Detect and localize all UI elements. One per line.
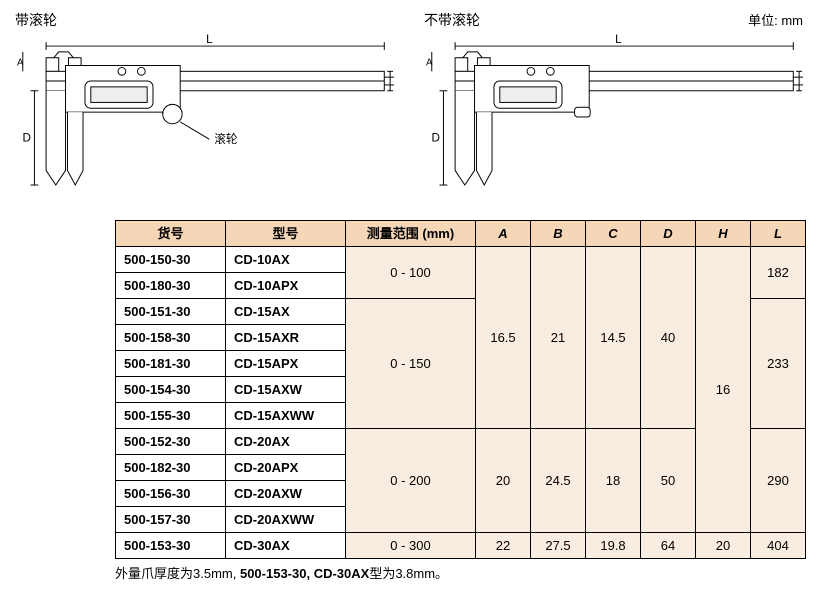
cell-B: 21 [531,247,586,429]
cell-B: 24.5 [531,429,586,533]
cell-num: 500-156-30 [116,481,226,507]
footnote: 外量爪厚度为3.5mm, 500-153-30, CD-30AX型为3.8mm。 [115,563,803,582]
cell-A: 22 [476,533,531,559]
footnote-prefix: 外量爪厚度为3.5mm, [115,566,240,581]
svg-text:D: D [431,131,439,144]
cell-B: 27.5 [531,533,586,559]
cell-num: 500-153-30 [116,533,226,559]
cell-model: CD-30AX [226,533,346,559]
th-C: C [586,221,641,247]
th-num: 货号 [116,221,226,247]
cell-num: 500-158-30 [116,325,226,351]
diagram-without-thumb: 不带滚轮 L [424,10,803,205]
th-L: L [751,221,806,247]
footnote-bold: 500-153-30, CD-30AX [240,566,369,581]
cell-H: 16 [696,247,751,533]
cell-L: 233 [751,299,806,429]
cell-model: CD-10APX [226,273,346,299]
cell-A: 20 [476,429,531,533]
cell-range: 0 - 200 [346,429,476,533]
diagram-title-without: 不带滚轮 [424,10,803,30]
cell-L: 290 [751,429,806,533]
cell-range: 0 - 300 [346,533,476,559]
th-B: B [531,221,586,247]
cell-model: CD-20APX [226,455,346,481]
caliper-with-thumb-svg: L 滚轮 [15,32,394,202]
cell-range: 0 - 100 [346,247,476,299]
th-H: H [696,221,751,247]
diagrams-row: 单位: mm 带滚轮 L [15,10,803,205]
dim-D: D [22,131,30,144]
svg-text:L: L [615,33,622,46]
cell-num: 500-151-30 [116,299,226,325]
cell-model: CD-15AXWW [226,403,346,429]
spec-table-wrap: 货号 型号 测量范围 (mm) A B C D H L 500-150-30 C… [115,220,783,559]
cell-model: CD-15AX [226,299,346,325]
cell-L: 182 [751,247,806,299]
svg-text:A: A [426,57,433,68]
spec-table: 货号 型号 测量范围 (mm) A B C D H L 500-150-30 C… [115,220,806,559]
dim-L: L [206,33,213,46]
cell-num: 500-154-30 [116,377,226,403]
diagram-with-thumb: 带滚轮 L [15,10,394,205]
cell-range: 0 - 150 [346,299,476,429]
cell-model: CD-15AXW [226,377,346,403]
cell-A: 16.5 [476,247,531,429]
cell-model: CD-15AXR [226,325,346,351]
cell-num: 500-155-30 [116,403,226,429]
cell-C: 14.5 [586,247,641,429]
table-row: 500-153-30 CD-30AX 0 - 300 22 27.5 19.8 … [116,533,806,559]
cell-C: 18 [586,429,641,533]
caliper-without-thumb-svg: L D [424,32,803,202]
cell-model: CD-20AXW [226,481,346,507]
cell-H: 20 [696,533,751,559]
dim-A: A [17,57,24,68]
th-D: D [641,221,696,247]
cell-num: 500-182-30 [116,455,226,481]
thumb-label: 滚轮 [214,132,238,146]
cell-model: CD-20AX [226,429,346,455]
table-header-row: 货号 型号 测量范围 (mm) A B C D H L [116,221,806,247]
cell-L: 404 [751,533,806,559]
cell-model: CD-20AXWW [226,507,346,533]
cell-C: 19.8 [586,533,641,559]
th-A: A [476,221,531,247]
th-range: 测量范围 (mm) [346,221,476,247]
cell-num: 500-150-30 [116,247,226,273]
cell-D: 50 [641,429,696,533]
footnote-suffix: 型为3.8mm。 [369,566,448,581]
cell-num: 500-180-30 [116,273,226,299]
cell-model: CD-15APX [226,351,346,377]
cell-num: 500-152-30 [116,429,226,455]
cell-num: 500-181-30 [116,351,226,377]
diagram-title-with: 带滚轮 [15,10,394,30]
cell-D: 64 [641,533,696,559]
cell-num: 500-157-30 [116,507,226,533]
cell-model: CD-10AX [226,247,346,273]
table-row: 500-150-30 CD-10AX 0 - 100 16.5 21 14.5 … [116,247,806,273]
th-model: 型号 [226,221,346,247]
cell-D: 40 [641,247,696,429]
